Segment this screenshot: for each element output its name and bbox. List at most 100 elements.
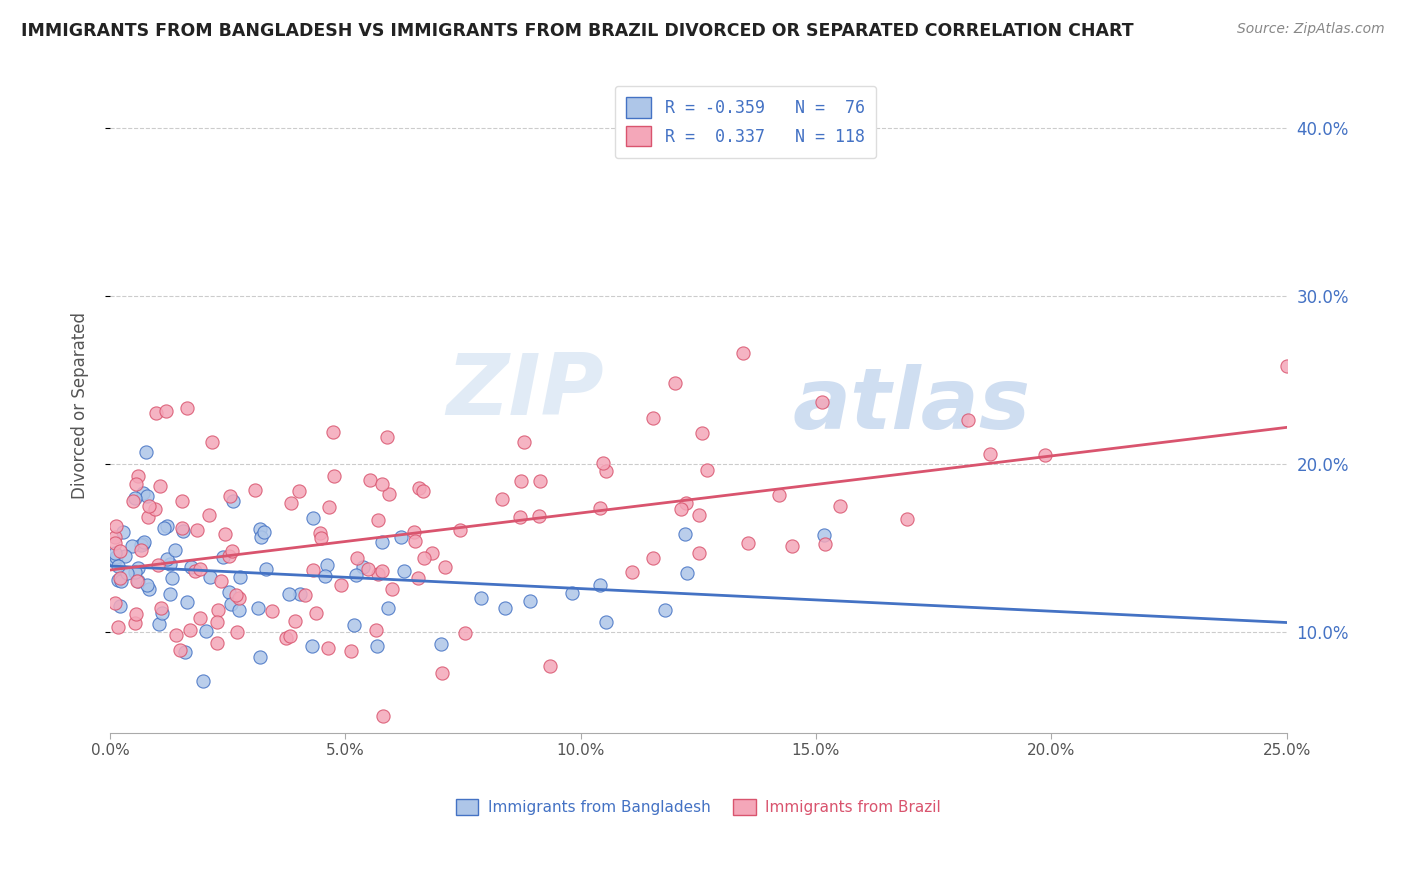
Point	[107, 620, 129, 634]
Point	[364, 624, 387, 638]
Point	[340, 644, 363, 658]
Point	[254, 562, 277, 576]
Point	[302, 511, 325, 525]
Point	[676, 566, 699, 580]
Text: atlas: atlas	[793, 364, 1031, 447]
Point	[673, 526, 696, 541]
Point	[412, 550, 434, 565]
Point	[316, 558, 339, 572]
Point	[243, 483, 266, 497]
Point	[138, 582, 160, 596]
Point	[404, 533, 426, 548]
Point	[107, 573, 129, 587]
Point	[308, 526, 330, 541]
Point	[153, 520, 176, 534]
Point	[1033, 449, 1056, 463]
Point	[595, 464, 617, 478]
Point	[675, 496, 697, 510]
Point	[124, 607, 146, 622]
Point	[956, 413, 979, 427]
Point	[288, 586, 311, 600]
Point	[125, 574, 148, 588]
Point	[145, 406, 167, 420]
Point	[309, 531, 332, 545]
Point	[408, 481, 430, 495]
Point	[124, 491, 146, 505]
Point	[284, 614, 307, 628]
Point	[529, 474, 551, 488]
Point	[979, 446, 1001, 460]
Point	[146, 558, 169, 573]
Point	[494, 601, 516, 615]
Point	[768, 487, 790, 501]
Point	[205, 615, 228, 629]
Point	[1275, 359, 1298, 373]
Point	[318, 500, 340, 514]
Point	[207, 636, 229, 650]
Point	[104, 546, 127, 560]
Point	[367, 513, 389, 527]
Point	[201, 434, 224, 449]
Point	[124, 476, 146, 491]
Point	[104, 536, 127, 550]
Point	[148, 617, 170, 632]
Point	[367, 567, 389, 582]
Point	[127, 574, 149, 588]
Point	[696, 462, 718, 476]
Point	[316, 641, 339, 656]
Text: IMMIGRANTS FROM BANGLADESH VS IMMIGRANTS FROM BRAZIL DIVORCED OR SEPARATED CORRE: IMMIGRANTS FROM BANGLADESH VS IMMIGRANTS…	[21, 22, 1133, 40]
Point	[108, 599, 131, 614]
Point	[163, 543, 186, 558]
Point	[127, 469, 149, 483]
Point	[149, 479, 172, 493]
Point	[105, 519, 128, 533]
Point	[197, 508, 219, 522]
Point	[305, 606, 328, 620]
Point	[378, 487, 401, 501]
Point	[138, 509, 160, 524]
Point	[830, 499, 852, 513]
Point	[108, 572, 131, 586]
Point	[538, 659, 561, 673]
Point	[129, 538, 152, 552]
Point	[278, 629, 301, 643]
Point	[186, 524, 208, 538]
Point	[589, 500, 612, 515]
Point	[176, 401, 198, 416]
Point	[510, 474, 533, 488]
Point	[280, 496, 302, 510]
Point	[377, 600, 399, 615]
Point	[434, 560, 457, 574]
Point	[377, 430, 399, 444]
Point	[301, 639, 323, 653]
Point	[107, 558, 129, 573]
Point	[262, 603, 284, 617]
Point	[214, 526, 236, 541]
Point	[121, 539, 143, 553]
Point	[389, 530, 412, 544]
Point	[149, 601, 172, 615]
Point	[150, 607, 173, 621]
Point	[249, 523, 271, 537]
Point	[104, 596, 127, 610]
Point	[519, 594, 541, 608]
Point	[370, 565, 392, 579]
Point	[346, 551, 368, 566]
Point	[811, 395, 834, 409]
Point	[132, 485, 155, 500]
Point	[169, 643, 191, 657]
Point	[561, 586, 583, 600]
Point	[422, 546, 444, 560]
Point	[330, 577, 353, 591]
Point	[896, 512, 918, 526]
Point	[129, 543, 152, 558]
Point	[688, 546, 710, 560]
Point	[180, 559, 202, 574]
Point	[155, 404, 177, 418]
Point	[104, 553, 127, 567]
Point	[621, 565, 644, 579]
Point	[408, 571, 430, 585]
Point	[165, 628, 187, 642]
Point	[366, 639, 388, 653]
Point	[664, 376, 686, 391]
